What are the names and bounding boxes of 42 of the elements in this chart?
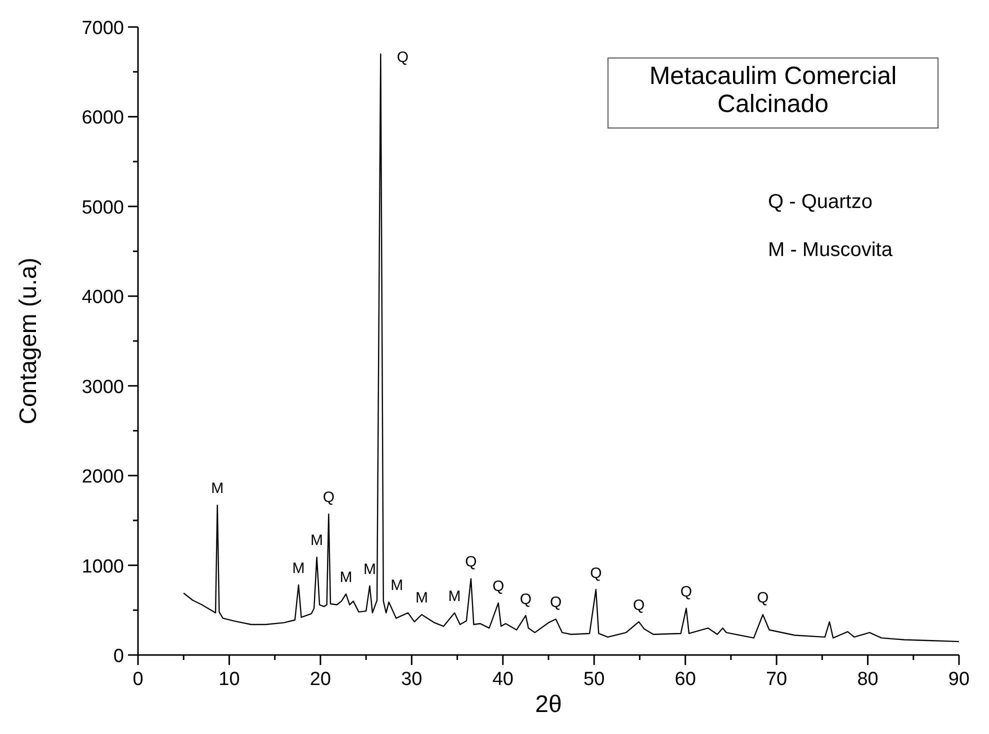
annotation: M — [448, 588, 461, 605]
annotation: Q — [550, 594, 562, 612]
annotation: M — [292, 560, 305, 578]
y-tick-label: 5000 — [82, 197, 124, 218]
x-tick-label: 30 — [401, 669, 422, 690]
y-tick-label: 1000 — [82, 556, 124, 578]
annotation: Q — [465, 554, 477, 571]
annotation: Q — [520, 590, 532, 608]
x-tick-label: 70 — [766, 669, 788, 690]
x-tick-label: 10 — [218, 669, 240, 690]
annotation: M — [415, 590, 428, 607]
annotation: Q — [632, 596, 645, 614]
annotation: M — [340, 568, 352, 586]
annotation: M — [363, 560, 376, 578]
y-tick-label: 4000 — [82, 287, 124, 308]
x-tick-label: 50 — [584, 669, 605, 690]
x-tick-label: 0 — [132, 669, 144, 690]
x-tick-label: 60 — [674, 669, 696, 690]
annotation: Q — [757, 590, 769, 607]
annotation: Q — [396, 48, 408, 66]
annotation: Q — [590, 564, 602, 582]
annotation: Q - Quartzo — [768, 191, 872, 213]
x-tick-label: 20 — [310, 669, 332, 690]
annotation: M - Muscovita — [768, 239, 894, 261]
annotation: Q — [322, 489, 334, 506]
annotation: Q — [680, 583, 692, 600]
annotation: M — [211, 480, 224, 498]
y-tick-label: 7000 — [82, 18, 124, 39]
y-tick-label: 3000 — [82, 376, 124, 398]
x-tick-label: 40 — [492, 669, 514, 690]
annotation: M — [390, 577, 404, 594]
x-tick-label: 90 — [948, 669, 970, 690]
y-tick-label: 2000 — [82, 466, 124, 488]
y-tick-label: 0 — [113, 646, 124, 667]
y-axis-title: Contagem (u.a) — [15, 258, 42, 424]
x-axis-title: 2θ — [535, 691, 562, 718]
annotation: Q — [492, 578, 504, 595]
text: Metacaulim Comercial Calcinado — [649, 62, 897, 118]
x-tick-label: 80 — [857, 669, 878, 690]
line-series — [183, 53, 960, 642]
y-tick-label: 6000 — [82, 108, 124, 129]
annotation: M — [310, 532, 324, 550]
